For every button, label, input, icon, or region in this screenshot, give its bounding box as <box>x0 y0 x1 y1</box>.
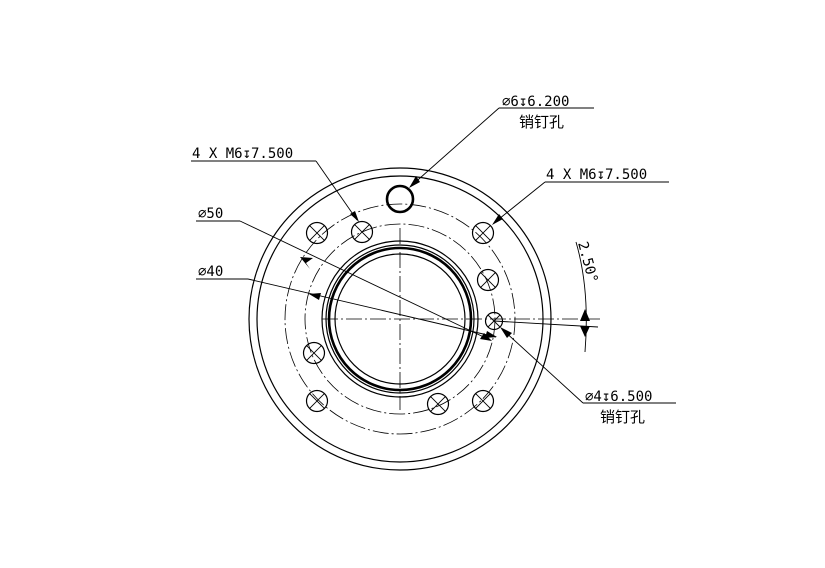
pin-hole-top-note: 销钉孔 <box>519 113 564 131</box>
pin-hole-small-size: ∅4↧6.500 <box>585 389 652 405</box>
pin-hole-small-note: 销钉孔 <box>600 408 645 426</box>
leader-dia-50 <box>196 220 492 341</box>
dia-50-label: ∅50 <box>198 206 223 222</box>
angle-dimension <box>493 241 599 353</box>
threaded-hole <box>305 389 329 413</box>
leader-dia-40 <box>196 278 497 338</box>
leader-thread-right <box>492 181 669 225</box>
pin-hole-top-size: ∅6↧6.200 <box>502 94 569 110</box>
leader-thread-left <box>191 160 359 222</box>
threaded-hole <box>471 221 495 245</box>
threaded-hole <box>471 389 495 413</box>
pin-hole-large <box>385 184 415 214</box>
leader-pin-hole-small <box>500 327 676 404</box>
thread-right-size: 4 X M6↧7.500 <box>546 167 647 183</box>
angle-label: 2.50° <box>574 240 600 285</box>
threaded-hole <box>302 341 326 365</box>
threaded-hole <box>350 220 374 244</box>
leader-pin-hole-top <box>409 107 594 188</box>
thread-left-size: 4 X M6↧7.500 <box>192 146 293 162</box>
threaded-hole <box>305 221 329 245</box>
threaded-hole <box>426 392 450 416</box>
threaded-hole <box>476 268 500 292</box>
dia-40-label: ∅40 <box>198 264 223 280</box>
